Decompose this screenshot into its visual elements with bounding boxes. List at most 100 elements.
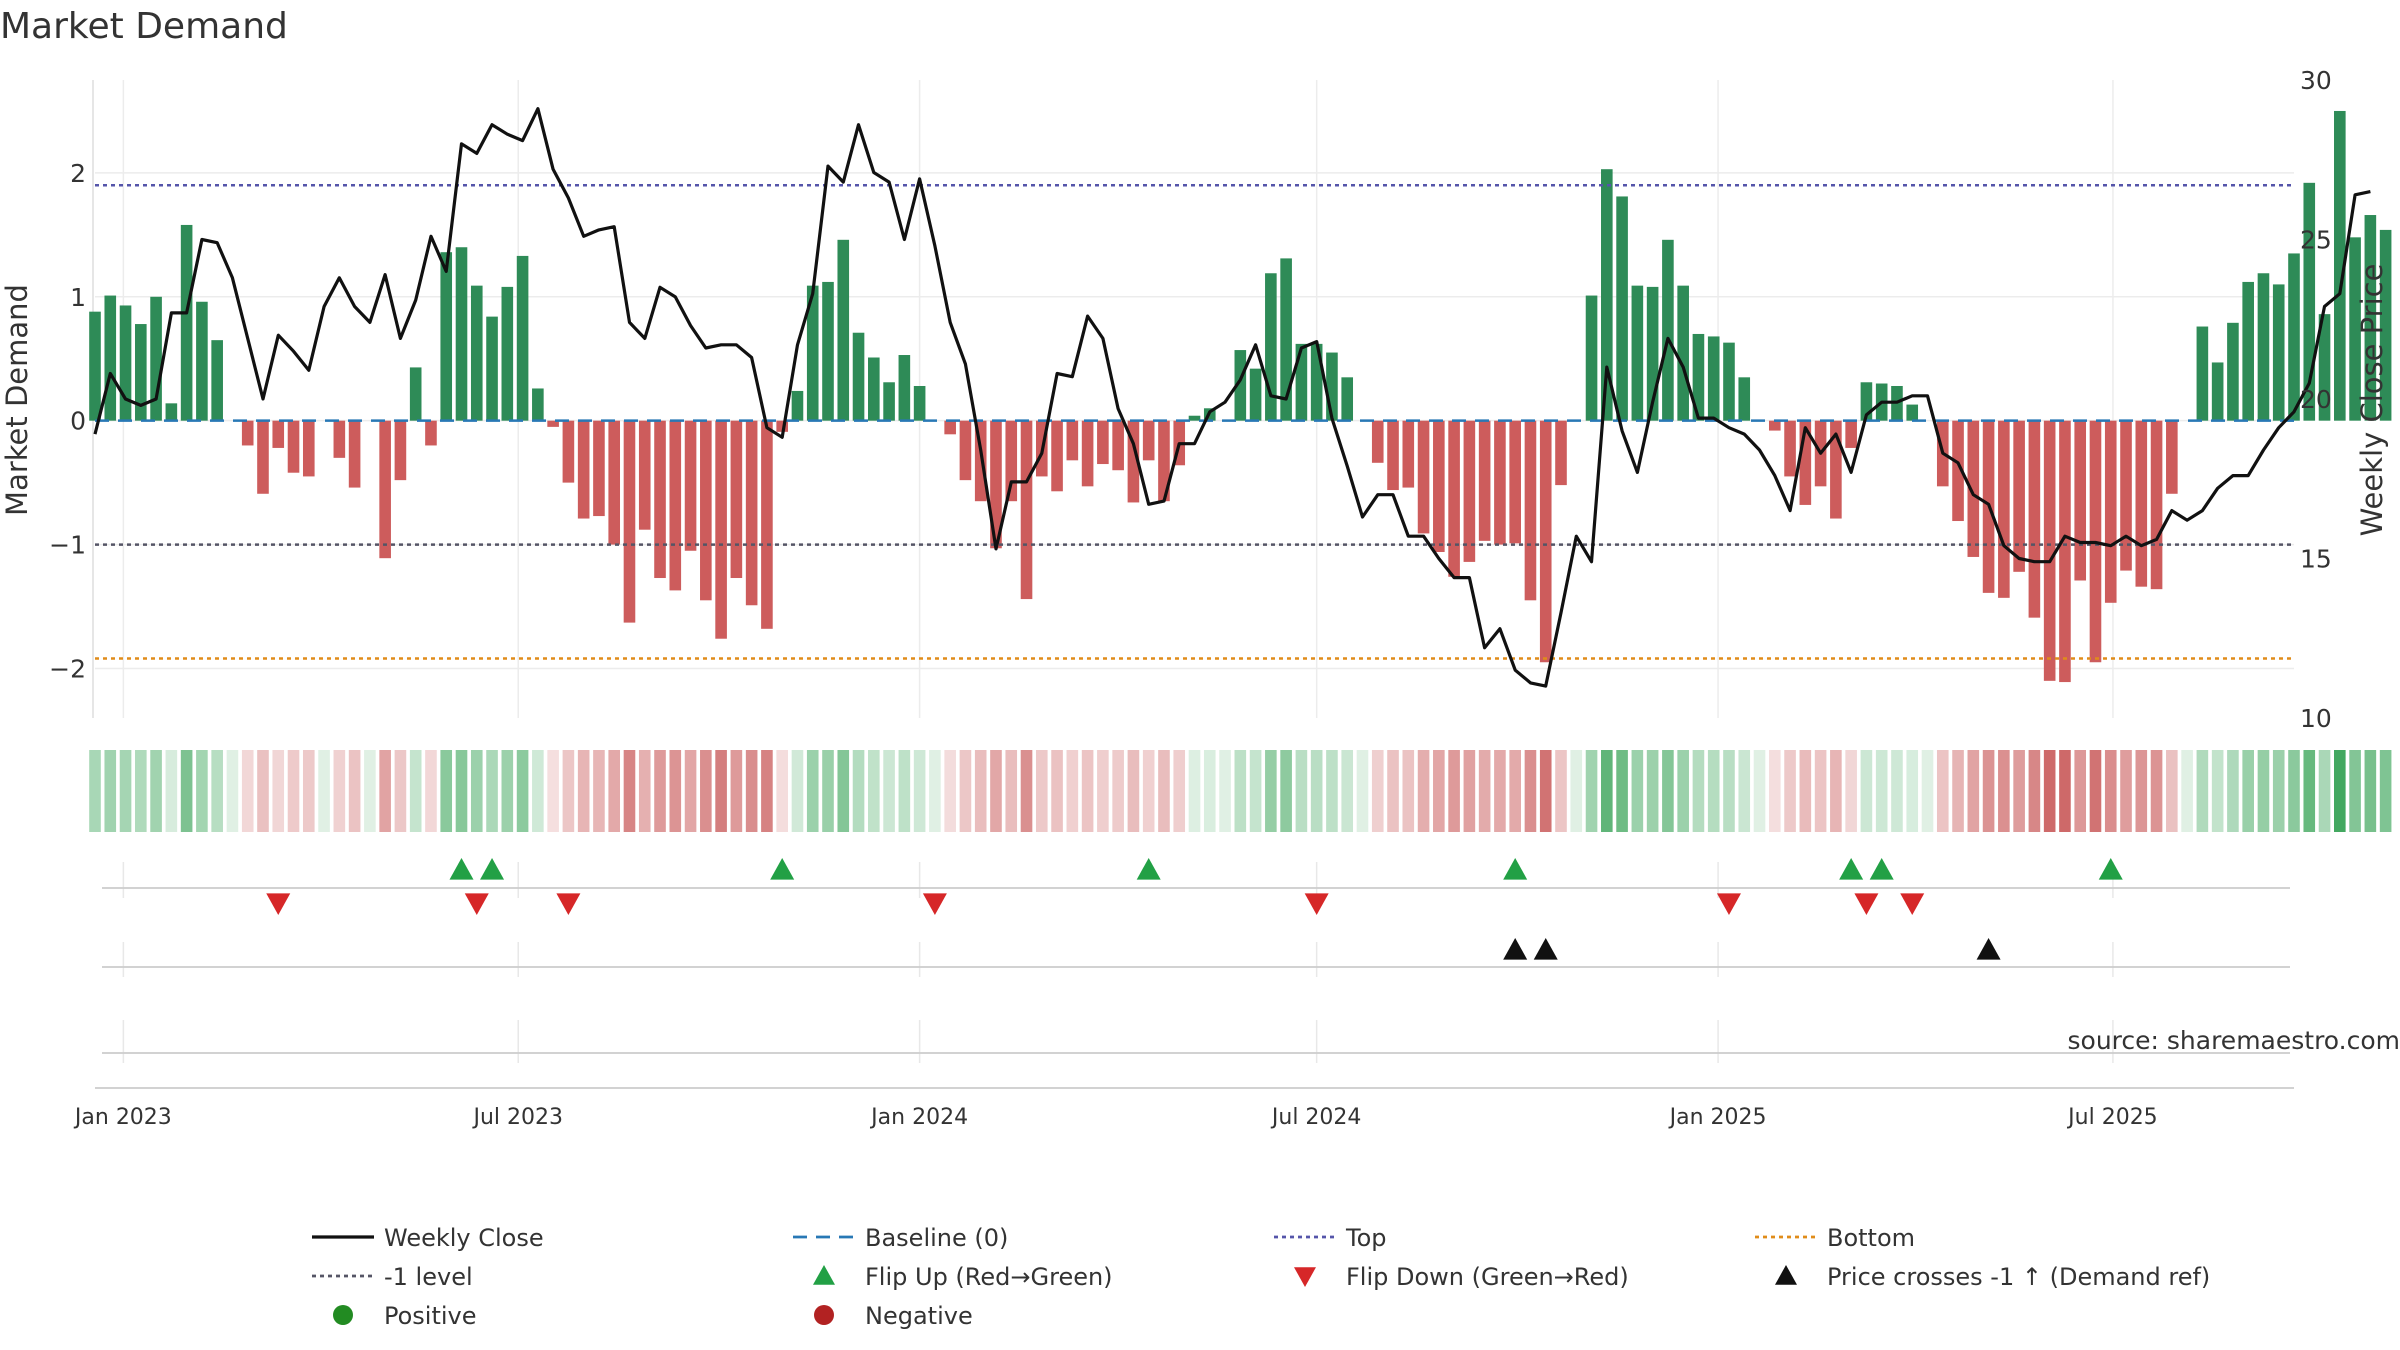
positive-demand-bar xyxy=(409,367,422,421)
strip-cell-positive xyxy=(1341,750,1354,832)
negative-demand-bar xyxy=(684,420,697,551)
strip-cell-positive xyxy=(2257,750,2270,832)
legend-item: Negative xyxy=(814,1302,973,1330)
strip-cell-negative xyxy=(1998,750,2010,832)
negative-demand-bar xyxy=(1448,420,1460,577)
strip-cell-positive xyxy=(1249,750,1262,832)
negative-demand-bar xyxy=(302,420,315,477)
strip-cell-negative xyxy=(745,750,758,832)
strip-cell-positive xyxy=(2364,750,2377,832)
strip-cell-positive xyxy=(409,750,422,832)
strip-cell-negative xyxy=(1097,750,1109,832)
strip-cell-negative xyxy=(593,750,605,832)
positive-demand-bar xyxy=(470,285,483,421)
strip-cell-negative xyxy=(1784,750,1796,832)
strip-cell-positive xyxy=(1891,750,1903,832)
right-tick-label: 25 xyxy=(2300,226,2332,255)
strip-cell-positive xyxy=(2211,750,2224,832)
strip-cell-negative xyxy=(1814,750,1827,832)
strip-cell-positive xyxy=(1906,750,1919,832)
negative-demand-bar xyxy=(2074,420,2087,581)
strip-cell-negative xyxy=(1524,750,1537,832)
right-tick-label: 30 xyxy=(2300,66,2332,95)
positive-demand-bar xyxy=(913,385,926,421)
positive-demand-bar xyxy=(486,316,498,421)
strip-cell-negative xyxy=(1371,750,1384,832)
negative-demand-bar xyxy=(669,420,682,591)
strip-cell-positive xyxy=(2242,750,2254,832)
strip-cell-negative xyxy=(1066,750,1079,832)
strip-cell-positive xyxy=(486,750,498,832)
negative-demand-bar xyxy=(2104,420,2117,603)
negative-demand-bar xyxy=(1158,420,1170,502)
strip-cell-positive xyxy=(2303,750,2316,832)
flip-down-marker xyxy=(922,893,947,915)
left-tick-label: 2 xyxy=(70,159,86,188)
positive-demand-bar xyxy=(1326,352,1338,421)
strip-cell-negative xyxy=(425,750,437,832)
negative-demand-bar xyxy=(1371,420,1384,463)
legend: Weekly Close Baseline (0) Top Bottom -1 leve… xyxy=(312,1224,2210,1330)
price-cross-marker xyxy=(1976,938,2001,960)
strip-cell-positive xyxy=(440,750,453,832)
negative-demand-bar xyxy=(776,420,788,432)
negative-demand-bar xyxy=(1127,420,1140,503)
strip-cell-negative xyxy=(608,750,621,832)
strip-cell-negative xyxy=(959,750,972,832)
positive-demand-bar xyxy=(150,296,162,421)
strip-cell-positive xyxy=(791,750,804,832)
right-axis: 30 25 20 15 10 xyxy=(2300,66,2332,733)
strip-cell-positive xyxy=(180,750,193,832)
strip-cell-negative xyxy=(1158,750,1170,832)
strip-cell-positive xyxy=(1188,750,1201,832)
strip-cell-positive xyxy=(1662,750,1674,832)
strip-cell-positive xyxy=(1570,750,1583,832)
positive-demand-bar xyxy=(1662,239,1674,421)
legend-swatch-dot-marker xyxy=(814,1305,834,1325)
x-axis: Jan 2023 Jul 2023 Jan 2024 Jul 2024 Jan 2025… xyxy=(73,1105,2158,1130)
positive-demand-bar xyxy=(1631,285,1644,421)
positive-demand-bar xyxy=(868,357,880,421)
strip-cell-positive xyxy=(104,750,117,832)
strip-cell-negative xyxy=(1127,750,1140,832)
strip-cell-negative xyxy=(1539,750,1552,832)
negative-demand-bar xyxy=(394,420,407,481)
x-tick-label: Jan 2025 xyxy=(1668,1105,1767,1130)
strip-cell-negative xyxy=(1494,750,1506,832)
strip-cell-positive xyxy=(837,750,850,832)
strip-cell-positive xyxy=(1295,750,1308,832)
positive-demand-bar xyxy=(1738,377,1751,421)
legend-item: Top xyxy=(1274,1224,1387,1252)
positive-demand-bar xyxy=(89,311,101,421)
strip-cell-positive xyxy=(1707,750,1720,832)
x-tick-label: Jan 2024 xyxy=(869,1105,968,1130)
strip-cell-positive xyxy=(470,750,483,832)
positive-demand-bar xyxy=(2211,362,2224,421)
strip-cell-negative xyxy=(1448,750,1460,832)
strip-cell-positive xyxy=(150,750,162,832)
strip-cell-positive xyxy=(2227,750,2239,832)
strip-cell-negative xyxy=(1051,750,1063,832)
negative-demand-bar xyxy=(761,420,773,629)
strip-cell-positive xyxy=(1875,750,1888,832)
negative-demand-bar xyxy=(1524,420,1537,601)
negative-demand-bar xyxy=(1799,420,1812,505)
strip-cell-positive xyxy=(318,750,330,832)
strip-cell-negative xyxy=(1173,750,1186,832)
strip-cell-negative xyxy=(2028,750,2041,832)
positive-demand-bar xyxy=(211,340,223,421)
legend-item: Flip Down (Green→Red) xyxy=(1294,1263,1629,1291)
strip-cell-positive xyxy=(89,750,101,832)
positive-demand-bar xyxy=(1692,333,1705,421)
strip-cell-positive xyxy=(2349,750,2361,832)
positive-demand-bar xyxy=(135,324,147,421)
positive-demand-bar xyxy=(1234,350,1247,421)
strip-cell-negative xyxy=(700,750,712,832)
demand-heat-strip xyxy=(89,750,2392,832)
strip-cell-negative xyxy=(1799,750,1812,832)
negative-demand-bar xyxy=(1020,420,1033,600)
negative-demand-bar xyxy=(700,420,712,601)
negative-demand-bar xyxy=(1952,420,1964,522)
strip-cell-positive xyxy=(883,750,895,832)
